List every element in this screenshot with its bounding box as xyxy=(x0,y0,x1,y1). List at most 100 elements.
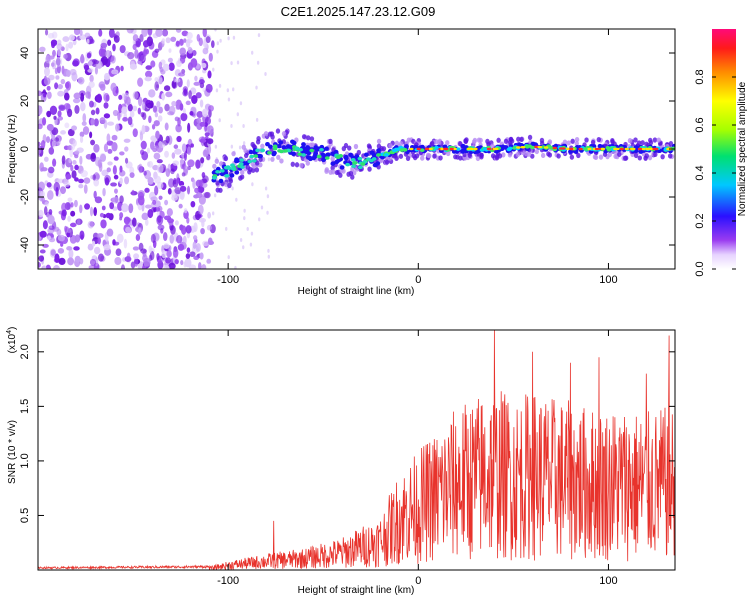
track-peak xyxy=(486,147,492,151)
x-tick-label: -100 xyxy=(217,575,239,587)
noise-blob xyxy=(111,134,118,141)
noise-blob xyxy=(163,264,170,269)
track-core xyxy=(219,171,225,177)
noise-blob xyxy=(39,230,47,238)
noise-dot xyxy=(215,88,219,93)
track-hot xyxy=(335,155,341,160)
snr-series-line xyxy=(38,330,675,570)
noise-blob xyxy=(193,81,201,86)
track-halo xyxy=(384,159,390,165)
noise-blob xyxy=(154,112,159,118)
noise-dot xyxy=(218,83,222,88)
noise-blob xyxy=(103,92,110,103)
noise-blob xyxy=(141,212,149,221)
track-core xyxy=(229,173,235,178)
track-halo xyxy=(281,131,287,137)
noise-blob xyxy=(57,83,63,90)
noise-blob xyxy=(147,29,153,36)
track-halo xyxy=(330,156,335,162)
noise-blob xyxy=(147,209,154,219)
track-peak xyxy=(594,147,600,151)
track-halo xyxy=(515,151,521,158)
noise-blob xyxy=(46,85,51,91)
track-halo xyxy=(247,169,252,175)
noise-blob xyxy=(179,103,184,111)
track-hot xyxy=(253,154,259,158)
track-halo xyxy=(530,153,535,159)
noise-blob xyxy=(204,191,211,199)
noise-blob xyxy=(209,129,214,137)
noise-blob xyxy=(199,121,206,127)
noise-blob xyxy=(46,110,52,118)
noise-blob xyxy=(93,118,99,127)
noise-blob xyxy=(88,264,96,269)
track-hot xyxy=(360,162,366,166)
track-halo xyxy=(652,137,658,143)
noise-blob xyxy=(171,152,176,159)
noise-blob xyxy=(72,98,81,104)
noise-blob xyxy=(202,175,209,183)
track-peak xyxy=(565,147,571,151)
noise-blob xyxy=(199,138,207,143)
noise-blob xyxy=(195,242,201,252)
noise-blob xyxy=(163,85,171,92)
track-core xyxy=(271,151,277,157)
noise-blob xyxy=(174,259,179,265)
track-hot xyxy=(272,144,278,149)
noise-blob xyxy=(107,121,115,126)
snr-scale-factor: (x104) xyxy=(6,327,18,354)
noise-blob xyxy=(186,31,193,40)
spectrogram-axes: -100 0 100 -40 -20 0 20 40 xyxy=(19,29,675,286)
noise-blob xyxy=(201,264,207,269)
track-halo xyxy=(539,137,545,143)
noise-blob xyxy=(93,246,101,255)
noise-blob xyxy=(67,257,75,266)
noise-blob xyxy=(129,63,138,70)
noise-blob xyxy=(77,76,85,85)
noise-blob xyxy=(89,100,94,108)
noise-blob xyxy=(38,123,43,130)
noise-blob xyxy=(165,91,173,98)
colorbar: 0.0 0.2 0.4 0.6 0.8 Normalized spectral ampl… xyxy=(694,29,748,277)
noise-blob xyxy=(93,59,100,65)
noise-blob xyxy=(186,247,191,253)
track-halo xyxy=(398,141,404,147)
noise-blob xyxy=(164,103,170,112)
track-halo xyxy=(263,131,269,137)
track-halo xyxy=(503,138,509,144)
track-halo xyxy=(215,180,220,186)
noise-blob xyxy=(186,216,190,224)
noise-blob xyxy=(133,253,140,260)
track-peak xyxy=(645,147,650,151)
noise-blob xyxy=(150,141,155,150)
noise-blob xyxy=(201,108,208,118)
noise-blob xyxy=(179,38,184,46)
noise-blob xyxy=(166,249,172,258)
track-halo xyxy=(324,168,329,174)
noise-blob xyxy=(99,212,105,218)
noise-blob xyxy=(123,238,128,249)
noise-blob xyxy=(90,118,95,126)
noise-blob xyxy=(57,234,66,242)
noise-blob xyxy=(211,40,215,48)
track-core xyxy=(290,139,295,144)
noise-blob xyxy=(180,112,188,122)
noise-blob xyxy=(90,109,96,116)
track-hot xyxy=(455,147,461,151)
noise-blob xyxy=(74,164,79,171)
track-halo xyxy=(623,155,628,161)
spectrogram-panel: -100 0 100 -40 -20 0 20 40 Height of straight l… xyxy=(7,28,676,297)
noise-blob xyxy=(198,217,207,223)
track-halo xyxy=(269,131,275,137)
noise-blob xyxy=(44,66,50,77)
track-halo xyxy=(507,139,513,145)
track-halo xyxy=(598,154,604,160)
noise-dot xyxy=(227,36,230,41)
track-halo xyxy=(353,143,359,150)
track-halo xyxy=(223,181,229,187)
track-halo xyxy=(299,162,304,169)
noise-blob xyxy=(195,92,202,99)
noise-blob xyxy=(103,113,111,119)
track-core xyxy=(278,140,284,145)
noise-blob xyxy=(49,105,58,115)
